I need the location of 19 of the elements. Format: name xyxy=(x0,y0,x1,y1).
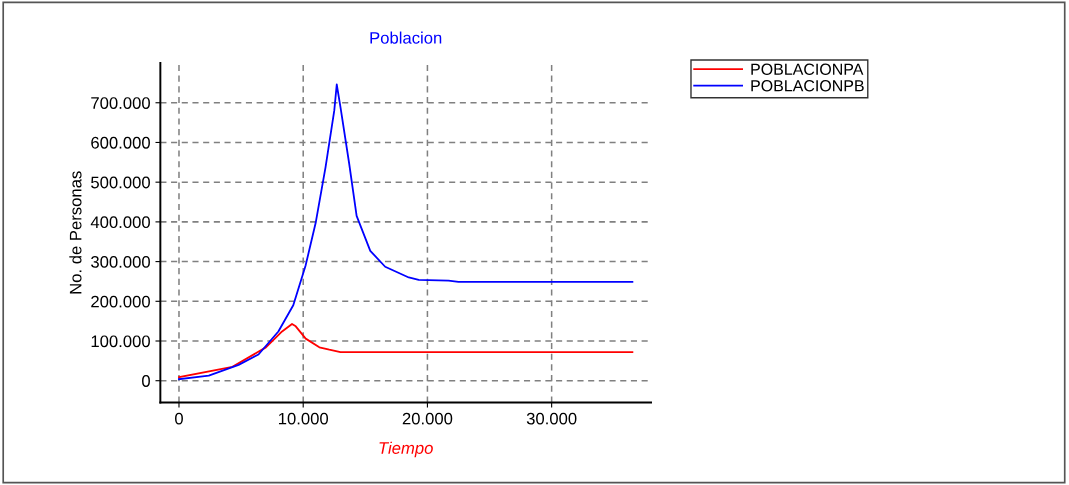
legend-label: POBLACIONPA xyxy=(751,63,864,75)
x-axis-title: Tiempo xyxy=(379,441,433,458)
y-axis-title: No. de Personas xyxy=(69,171,82,294)
line-series xyxy=(178,83,634,381)
y-tick-label: 0 xyxy=(142,375,150,387)
y-tick-label: 500.000 xyxy=(91,176,150,189)
legend-label: POBLACIONPB xyxy=(751,80,864,92)
y-tick-label: 200.000 xyxy=(91,295,150,308)
chart-title: Poblacion xyxy=(370,31,442,44)
y-tick-label: 300.000 xyxy=(91,255,150,268)
x-tick-label: 10.000 xyxy=(278,412,329,425)
y-tick-label: 100.000 xyxy=(91,335,150,348)
y-tick-label: 600.000 xyxy=(91,136,150,149)
y-tick-label: 400.000 xyxy=(90,216,150,229)
y-tick-label: 700.000 xyxy=(91,97,150,109)
x-tick-label: 20.000 xyxy=(402,412,453,425)
line-series xyxy=(178,323,634,379)
x-tick-label: 0 xyxy=(175,412,183,425)
x-tick-label: 30.000 xyxy=(526,412,577,425)
